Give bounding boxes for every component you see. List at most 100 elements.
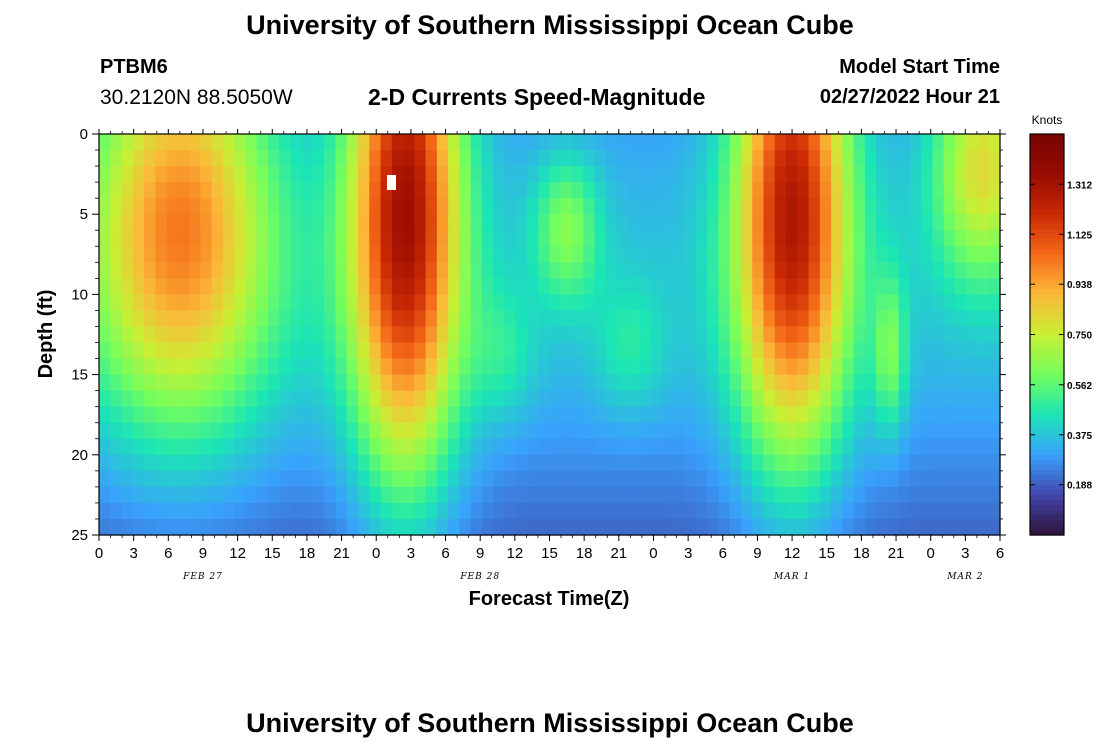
- heatmap-cell: [549, 374, 562, 392]
- heatmap-cell: [436, 230, 449, 247]
- heatmap-cell: [403, 502, 415, 520]
- heatmap-cell: [358, 470, 370, 488]
- heatmap-cell: [695, 518, 708, 536]
- heatmap-cell: [898, 134, 911, 151]
- heatmap-cell: [380, 294, 393, 312]
- heatmap-cell: [887, 166, 900, 183]
- heatmap-cell: [189, 182, 201, 199]
- heatmap-cell: [245, 502, 258, 520]
- heatmap-cell: [628, 182, 641, 199]
- heatmap-cell: [267, 230, 280, 247]
- colorbar-tick-label: 0.938: [1067, 280, 1092, 291]
- heatmap-cell: [538, 422, 551, 440]
- heatmap-cell: [335, 358, 348, 376]
- heatmap-cell: [684, 518, 697, 536]
- heatmap-cell: [391, 278, 404, 295]
- heatmap-cell: [954, 422, 967, 440]
- heatmap-cell: [436, 150, 449, 167]
- heatmap-cell: [583, 374, 596, 392]
- heatmap-cell: [391, 390, 404, 408]
- heatmap-cell: [786, 438, 798, 456]
- heatmap-cell: [222, 502, 235, 520]
- heatmap-cell: [864, 390, 877, 408]
- heatmap-cell: [132, 230, 145, 247]
- heatmap-cell: [853, 198, 866, 215]
- heatmap-cell: [403, 262, 415, 279]
- colorbar-segment: [1030, 229, 1064, 235]
- heatmap-cell: [448, 326, 460, 344]
- heatmap-cell: [144, 438, 156, 456]
- x-tick-label: 6: [441, 545, 449, 562]
- heatmap-cell: [560, 134, 573, 151]
- heatmap-cell: [459, 214, 472, 231]
- heatmap-cell: [211, 310, 224, 328]
- heatmap-cell: [144, 278, 156, 295]
- heatmap-cell: [932, 214, 945, 231]
- heatmap-cell: [988, 246, 1001, 263]
- heatmap-cell: [459, 406, 472, 424]
- heatmap-cell: [346, 230, 359, 247]
- heatmap-cell: [628, 422, 641, 440]
- heatmap-cell: [572, 230, 584, 247]
- heatmap-cell: [932, 166, 945, 183]
- heatmap-cell: [752, 470, 765, 488]
- heatmap-cell: [831, 182, 843, 199]
- colorbar-segment: [1030, 339, 1064, 346]
- heatmap-cell: [864, 342, 877, 360]
- heatmap-cell: [921, 326, 934, 344]
- heatmap-cell: [560, 198, 573, 215]
- heatmap-cell: [909, 294, 922, 312]
- heatmap-cell: [459, 342, 472, 360]
- heatmap-cell: [369, 438, 382, 456]
- heatmap-cell: [335, 134, 348, 151]
- heatmap-cell: [876, 422, 888, 440]
- heatmap-cell: [560, 182, 573, 199]
- x-tick-label: 12: [229, 545, 246, 562]
- colorbar-segment: [1030, 379, 1064, 386]
- heatmap-cell: [414, 358, 427, 376]
- heatmap-cell: [155, 294, 168, 312]
- heatmap-cell: [234, 454, 247, 472]
- heatmap-cell: [549, 342, 562, 360]
- heatmap-cell: [459, 278, 472, 295]
- heatmap-cell: [493, 230, 506, 247]
- heatmap-cell: [493, 166, 506, 183]
- heatmap-cell: [887, 518, 900, 536]
- heatmap-cell: [673, 246, 686, 263]
- heatmap-cell: [763, 310, 776, 328]
- heatmap-cell: [718, 390, 731, 408]
- heatmap-cell: [267, 214, 280, 231]
- heatmap-cell: [448, 358, 460, 376]
- heatmap-cell: [684, 278, 697, 295]
- heatmap-cell: [943, 406, 956, 424]
- heatmap-cell: [988, 294, 1001, 312]
- heatmap-cell: [414, 486, 427, 504]
- heatmap-cell: [549, 438, 562, 456]
- heatmap-cell: [380, 182, 393, 199]
- heatmap-cell: [132, 518, 145, 536]
- station-id: PTBM6: [100, 56, 168, 78]
- heatmap-cell: [144, 230, 156, 247]
- heatmap-cell: [234, 262, 247, 279]
- heatmap-cell: [144, 214, 156, 231]
- heatmap-cell: [560, 150, 573, 167]
- heatmap-cell: [414, 406, 427, 424]
- heatmap-cell: [763, 390, 776, 408]
- colorbar-segment: [1030, 489, 1064, 496]
- heatmap-cell: [346, 438, 359, 456]
- heatmap-cell: [222, 438, 235, 456]
- heatmap-cell: [290, 358, 303, 376]
- heatmap-cell: [189, 486, 201, 504]
- heatmap-cell: [650, 406, 663, 424]
- heatmap-cell: [729, 230, 742, 247]
- heatmap-cell: [662, 438, 674, 456]
- heatmap-cell: [121, 502, 134, 520]
- heatmap-cell: [572, 390, 584, 408]
- heatmap-cell: [256, 262, 269, 279]
- heatmap-cell: [177, 406, 190, 424]
- heatmap-cell: [617, 390, 629, 408]
- colorbar-tick-label: 1.312: [1067, 180, 1092, 191]
- heatmap-cell: [301, 230, 314, 247]
- heatmap-cell: [740, 134, 753, 151]
- heatmap-cell: [189, 470, 201, 488]
